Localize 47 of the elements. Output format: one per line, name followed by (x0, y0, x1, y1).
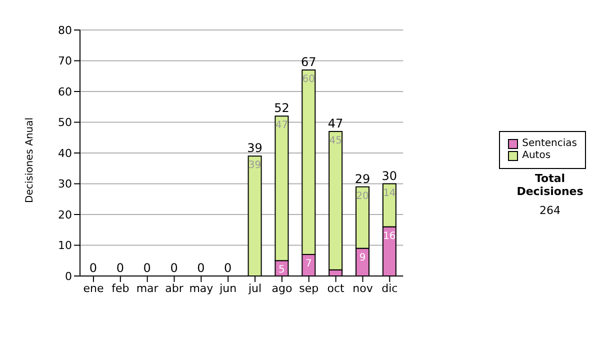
x-tick-label: ene (83, 282, 104, 295)
data-label: 39 (248, 160, 262, 172)
x-tick-label: nov (352, 282, 374, 295)
x-tick-label: jul (247, 282, 262, 295)
x-tick-label: oct (327, 282, 346, 295)
total-label: 39 (247, 141, 262, 156)
data-label: 14 (383, 188, 396, 199)
x-tick-label: dic (382, 282, 398, 295)
total-label: 0 (89, 261, 98, 275)
total-label: 0 (116, 261, 124, 275)
legend-label: Autos (522, 150, 551, 162)
x-tick-label: ago (272, 282, 292, 295)
y-tick-label: 0 (65, 270, 72, 283)
text: 264 (538, 204, 562, 217)
y-tick-label: 80 (58, 24, 72, 37)
data-label: 45 (329, 135, 342, 146)
data-label: 7 (305, 258, 312, 270)
y-tick-label: 40 (58, 146, 72, 160)
data-label: 16 (383, 230, 396, 242)
y-tick-label: 70 (58, 54, 72, 68)
y-tick-label: 10 (58, 239, 72, 252)
total-label: 29 (354, 172, 370, 186)
x-tick-label: sep (299, 282, 319, 295)
total-label: 52 (274, 101, 290, 116)
y-axis-title: Decisiones Anual (24, 117, 36, 203)
total-label: 67 (301, 54, 316, 69)
y-tick-label: 60 (58, 85, 72, 98)
x-tick-label: mar (136, 282, 159, 295)
data-label: 20 (356, 190, 369, 202)
data-label: 5 (278, 264, 285, 276)
legend-label: Sentencias (522, 138, 577, 150)
y-tick-label: 20 (58, 208, 72, 222)
y-tick-label: 30 (58, 178, 72, 191)
x-tick-label: jun (218, 282, 237, 295)
total-label: 30 (382, 168, 398, 183)
x-tick-label: may (189, 282, 214, 295)
total-label: 0 (143, 261, 151, 275)
data-label: 60 (302, 74, 316, 85)
x-tick-label: abr (165, 282, 184, 295)
total-label: 0 (170, 261, 178, 275)
total-label: 0 (197, 261, 205, 275)
total-label: 0 (224, 261, 232, 275)
total-label: 47 (328, 116, 344, 130)
x-tick-label: feb (112, 282, 130, 295)
text: Total Decisiones (516, 172, 584, 198)
data-label: 9 (359, 252, 366, 264)
y-tick-label: 50 (58, 116, 72, 130)
